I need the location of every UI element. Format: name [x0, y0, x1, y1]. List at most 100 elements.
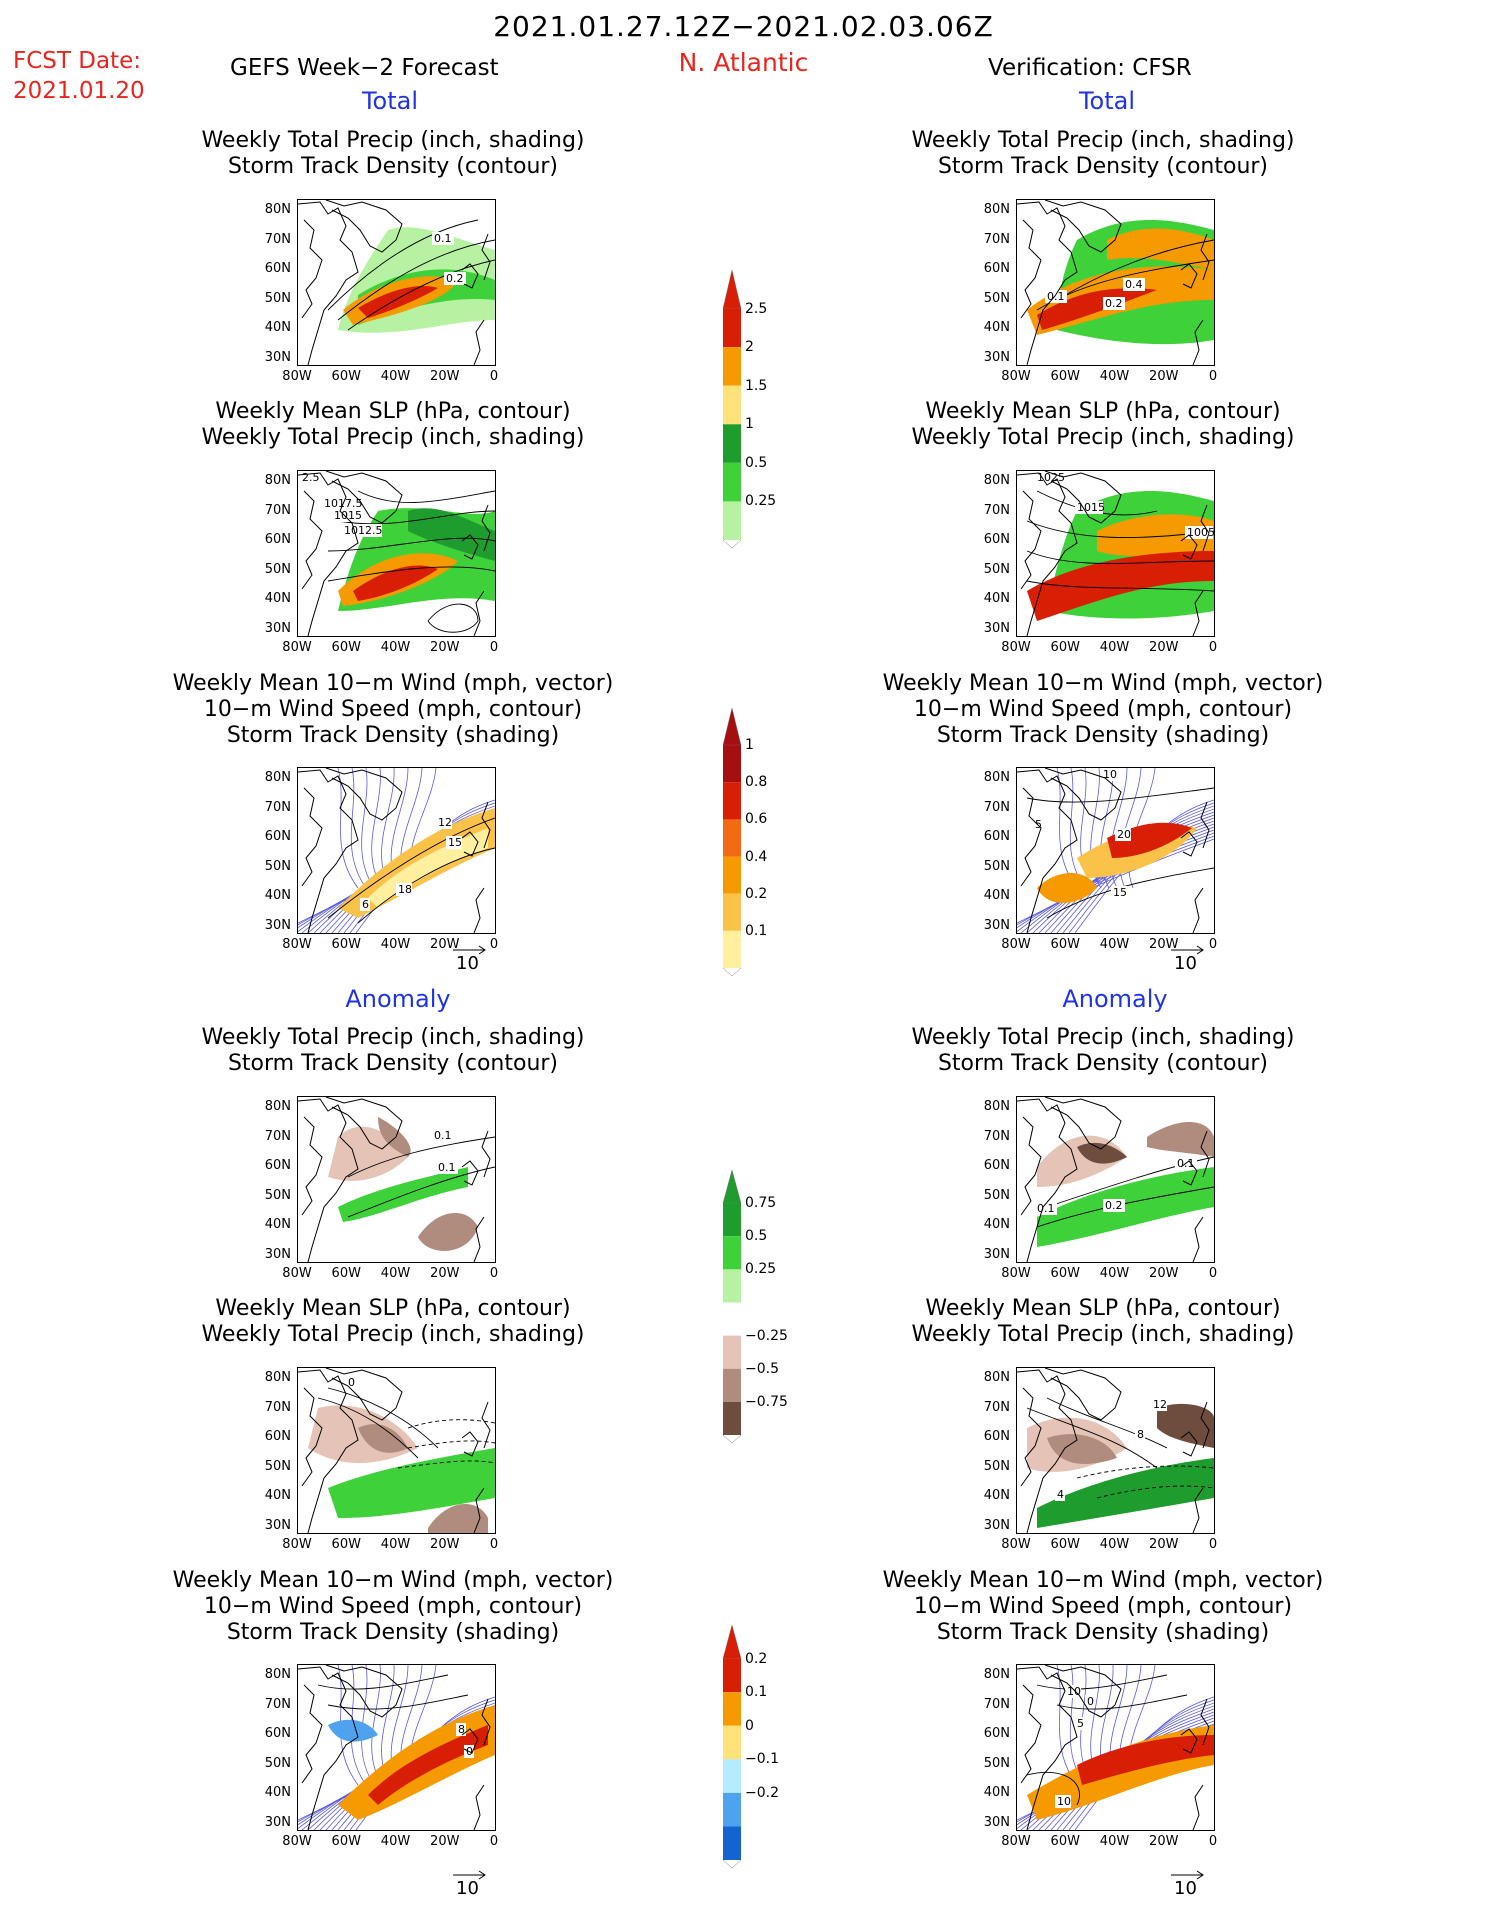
lat-tick-label: 50N [264, 290, 291, 306]
lat-tick-label: 40N [264, 1488, 291, 1503]
colorbar-label: 0.2 [745, 1650, 768, 1667]
colorbar-label: 0.75 [745, 1195, 777, 1212]
lon-tick-label: 40W [1099, 1537, 1130, 1552]
lat-tick-label: 60N [264, 532, 291, 547]
map-panel-p5: 0 [297, 1367, 496, 1534]
lat-tick-label: 70N [983, 231, 1010, 247]
lat-tick-label: 50N [264, 1187, 291, 1203]
colorbar-segment [723, 1759, 741, 1793]
shaded-region [418, 1213, 478, 1251]
lon-tick-label: 40W [380, 1266, 411, 1281]
colorbar-segment [723, 893, 741, 931]
lat-tick-label: 30N [983, 1246, 1010, 1262]
contour-label: 1005 [1185, 526, 1214, 539]
colorbar-label: −0.1 [745, 1751, 779, 1768]
colorbar-segment [723, 745, 741, 783]
colorbar-label: 0.4 [745, 848, 768, 865]
svg-text:0: 0 [348, 1376, 355, 1389]
panel-title-p4-line2: Storm Track Density (contour) [227, 1051, 559, 1076]
colorbar-segment [723, 1269, 741, 1303]
shaded-region [378, 1117, 411, 1157]
map-canvas: 0.1 0.2 [298, 200, 495, 365]
lon-tick-label: 60W [1050, 640, 1080, 655]
fcst-date-label: FCST Date: [13, 48, 141, 74]
colorbar-label: 0.8 [745, 774, 768, 791]
lon-tick-label: 0 [489, 1266, 499, 1281]
lat-tick-label: 70N [983, 1128, 1010, 1144]
lon-tick-label: 60W [1050, 1834, 1080, 1849]
svg-text:6: 6 [362, 898, 369, 911]
panel-title-p4-line1: Weekly Total Precip (inch, shading) [201, 1025, 585, 1050]
panel-title-p6-line3: Storm Track Density (shading) [226, 1620, 560, 1645]
panel-title-q5-line2: Weekly Total Precip (inch, shading) [911, 1322, 1295, 1347]
lat-tick-label: 70N [983, 1696, 1010, 1712]
panel-title-q5-line1: Weekly Mean SLP (hPa, contour) [925, 1296, 1281, 1321]
panel-title-p2-line2: Weekly Total Precip (inch, shading) [201, 425, 585, 450]
contour-label: 12 [1151, 1398, 1167, 1411]
lon-tick-label: 40W [1099, 640, 1130, 655]
svg-text:0.1: 0.1 [434, 232, 452, 245]
coastline [1017, 1097, 1210, 1262]
colorbar-label: 2 [745, 339, 754, 356]
svg-text:5: 5 [1035, 818, 1042, 831]
contour-label: 10 [1065, 1685, 1081, 1698]
verification-column-title: Verification: CFSR [988, 55, 1192, 81]
forecast-column-title: GEFS Week−2 Forecast [230, 55, 499, 81]
shaded-region [1037, 873, 1097, 903]
lon-tick-label: 60W [331, 937, 361, 952]
panel-title-p2-line1: Weekly Mean SLP (hPa, contour) [215, 399, 571, 424]
colorbar-bottom-arrow [722, 967, 742, 977]
lat-tick-label: 70N [264, 502, 291, 518]
contour-lines [347, 1136, 495, 1218]
colorbar-label: 0 [745, 1717, 754, 1734]
svg-text:18: 18 [398, 883, 412, 896]
lon-tick-label: 0 [489, 1834, 499, 1849]
panel-title-q4-line2: Storm Track Density (contour) [937, 1051, 1269, 1076]
colorbar-segment [723, 347, 741, 386]
lon-tick-label: 60W [1050, 937, 1080, 952]
lat-tick-label: 40N [264, 591, 291, 606]
svg-text:15: 15 [1113, 886, 1127, 899]
colorbar-label: 0.1 [745, 1684, 768, 1701]
contour-lines [327, 219, 495, 331]
lat-tick-label: 30N [983, 1517, 1010, 1533]
lat-tick-label: 30N [264, 1517, 291, 1533]
lon-tick-label: 20W [1149, 1834, 1179, 1849]
contour-label: 12 [436, 816, 452, 829]
lat-tick-label: 50N [983, 858, 1010, 874]
lat-tick-label: 80N [264, 473, 291, 488]
lat-tick-label: 70N [983, 799, 1010, 815]
lat-tick-label: 80N [983, 202, 1010, 217]
colorbar-bottom-arrow [722, 1434, 742, 1444]
map-canvas: 0 [298, 1368, 495, 1533]
lon-tick-label: 80W [282, 1537, 312, 1552]
colorbar-segment [723, 1236, 741, 1270]
lat-tick-label: 60N [264, 829, 291, 844]
colorbar-bottom-arrow [722, 539, 742, 549]
map-canvas: 0.1 0.1 [298, 1097, 495, 1262]
lon-tick-label: 20W [1149, 640, 1179, 655]
lon-tick-label: 20W [430, 1266, 460, 1281]
vector-reference-arrow [453, 945, 486, 955]
contour-label: 0 [1085, 1695, 1095, 1708]
lon-tick-label: 0 [1208, 1266, 1218, 1281]
shaded-region [328, 1448, 495, 1518]
vector-reference-arrow [1171, 945, 1204, 955]
region-title: N. Atlantic [678, 48, 809, 77]
map-panel-q3: 10 20 5 15 [1016, 767, 1215, 934]
contour-label: 8 [1135, 1428, 1145, 1441]
svg-text:12: 12 [1153, 1398, 1167, 1411]
lon-tick-label: 0 [489, 1537, 499, 1552]
lon-tick-label: 80W [1001, 1537, 1031, 1552]
colorbar-label: −0.25 [745, 1327, 788, 1344]
colorbar-segment [723, 385, 741, 425]
contour-label: 0.2 [444, 272, 466, 285]
svg-text:1015: 1015 [334, 509, 362, 522]
map-panel-p4: 0.1 0.1 [297, 1096, 496, 1263]
colorbar-segment [723, 1203, 741, 1237]
colorbar-label: 0.6 [745, 811, 768, 828]
lat-tick-label: 40N [264, 1785, 291, 1800]
svg-text:1005: 1005 [1187, 526, 1214, 539]
panel-title-q3-line1: Weekly Mean 10−m Wind (mph, vector) [882, 671, 1324, 696]
